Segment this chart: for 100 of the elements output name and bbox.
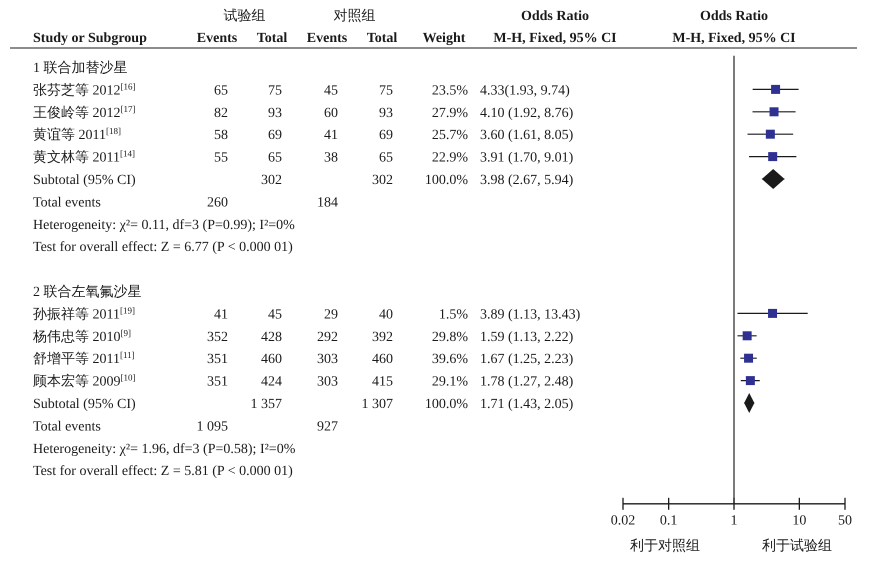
text: 29 xyxy=(324,307,338,322)
category-label: Weight xyxy=(422,31,466,46)
text: 29.8% xyxy=(432,330,468,345)
category-label: Events xyxy=(196,31,238,46)
category-label: Total xyxy=(256,31,288,46)
text: 82 xyxy=(214,106,228,121)
category-label: Events xyxy=(306,31,348,46)
text: 392 xyxy=(372,330,393,345)
category-label: 1 联合加替沙星 xyxy=(33,61,128,76)
point xyxy=(742,331,752,340)
category-label: Subtotal (95% CI) xyxy=(33,173,136,188)
category-label: 顾本宏等 2009$^{[10]}$ xyxy=(33,372,136,390)
text: 41 xyxy=(214,307,228,322)
category-label: Heterogeneity: χ²= 1.96, df=3 (P=0.58); I²=0% xyxy=(33,442,296,457)
chart-title: Odds Ratio xyxy=(700,9,768,24)
text: 100.0% xyxy=(424,397,468,412)
text: 292 xyxy=(317,330,338,345)
text: 302 xyxy=(372,173,393,188)
text: 40 xyxy=(379,307,393,322)
category-label: Study or Subgroup xyxy=(33,31,148,46)
text: 38 xyxy=(324,150,338,166)
text: 1.5% xyxy=(438,307,468,322)
text: 351 xyxy=(207,374,228,390)
text: 23.5% xyxy=(432,83,468,98)
text: 4.33(1.93, 9.74) xyxy=(480,83,570,98)
category-label: 2 联合左氧氟沙星 xyxy=(33,285,142,300)
text: 69 xyxy=(268,128,282,144)
text: 352 xyxy=(207,330,228,345)
text: 1.67 (1.25, 2.23) xyxy=(480,352,574,368)
point xyxy=(770,107,779,116)
text: 60 xyxy=(324,106,338,121)
point xyxy=(768,152,778,162)
text: 29.1% xyxy=(432,374,468,390)
text: 303 xyxy=(317,352,338,368)
text: 303 xyxy=(317,374,338,390)
text: 对照组 xyxy=(334,8,376,24)
text: 45 xyxy=(324,83,338,98)
text: 65 xyxy=(268,150,282,166)
category-label: 孙振祥等 2011$^{[19]}$ xyxy=(33,305,135,322)
category-label: Total events xyxy=(33,195,101,210)
text: 利于试验组 xyxy=(762,538,832,554)
text: 302 xyxy=(261,173,282,188)
chart-subtitle: M-H, Fixed, 95% CI xyxy=(672,31,796,46)
text: 1 357 xyxy=(250,397,282,412)
category-label: 张芬芝等 2012$^{[16]}$ xyxy=(33,81,136,98)
text: 25.7% xyxy=(432,128,468,144)
text: 1 095 xyxy=(196,419,228,434)
text: 75 xyxy=(268,83,282,98)
text: 55 xyxy=(214,150,228,166)
x-tick-label: 50 xyxy=(838,514,852,529)
text: 3.60 (1.61, 8.05) xyxy=(480,128,574,144)
text: 39.6% xyxy=(432,352,468,368)
text: 260 xyxy=(207,195,228,210)
category-label: 王俊岭等 2012$^{[17]}$ xyxy=(33,104,136,121)
text: 424 xyxy=(261,374,282,390)
text: 4.10 (1.92, 8.76) xyxy=(480,106,574,121)
text: 1.71 (1.43, 2.05) xyxy=(480,397,574,412)
text: 415 xyxy=(372,374,393,390)
x-tick-label: 1 xyxy=(730,514,738,529)
point xyxy=(768,308,778,318)
point xyxy=(744,354,754,363)
point xyxy=(762,169,785,189)
category-label: 黄文林等 2011$^{[14]}$ xyxy=(33,148,135,166)
text: 93 xyxy=(268,106,282,121)
text: 3.91 (1.70, 9.01) xyxy=(480,150,574,166)
x-tick-label: 0.02 xyxy=(610,514,636,529)
category-label: 舒增平等 2011$^{[11]}$ xyxy=(33,350,135,368)
category-label: Test for overall effect: Z = 5.81 (P < 0.000 01) xyxy=(33,464,293,480)
x-tick-label: 10 xyxy=(792,514,806,529)
text: 460 xyxy=(261,352,282,368)
text: 41 xyxy=(324,128,338,144)
category-label: Heterogeneity: χ²= 0.11, df=3 (P=0.99); I²=0% xyxy=(33,218,295,233)
category-label: 黄谊等 2011$^{[18]}$ xyxy=(33,126,121,144)
text: 27.9% xyxy=(432,106,468,121)
text: 1.78 (1.27, 2.48) xyxy=(480,374,574,390)
category-label: Total xyxy=(366,31,398,46)
text: 22.9% xyxy=(432,150,468,166)
category-label: Total events xyxy=(33,419,101,434)
text: 927 xyxy=(317,419,338,434)
x-tick-label: 0.1 xyxy=(660,514,678,529)
category-label: Odds Ratio M-H, Fixed, 95% CI xyxy=(493,9,617,46)
text: 100.0% xyxy=(424,173,468,188)
category-label: 杨伟忠等 2010$^{[9]}$ xyxy=(33,328,131,345)
text: 65 xyxy=(214,83,228,98)
point xyxy=(746,376,755,386)
text: 351 xyxy=(207,352,228,368)
text: 3.89 (1.13, 13.43) xyxy=(480,307,580,322)
text: 利于对照组 xyxy=(630,538,700,554)
text: 460 xyxy=(372,352,393,368)
category-label: Test for overall effect: Z = 6.77 (P < 0.000 01) xyxy=(33,240,293,256)
category-label: Subtotal (95% CI) xyxy=(33,397,136,412)
text: 试验组 xyxy=(224,8,266,24)
text: 75 xyxy=(379,83,393,98)
point xyxy=(771,84,780,94)
text: 3.98 (2.67, 5.94) xyxy=(480,173,574,188)
text: 58 xyxy=(214,128,228,144)
text: 69 xyxy=(379,128,393,144)
text: 184 xyxy=(317,195,338,210)
text: 1.59 (1.13, 2.22) xyxy=(480,330,574,345)
text: 45 xyxy=(268,307,282,322)
